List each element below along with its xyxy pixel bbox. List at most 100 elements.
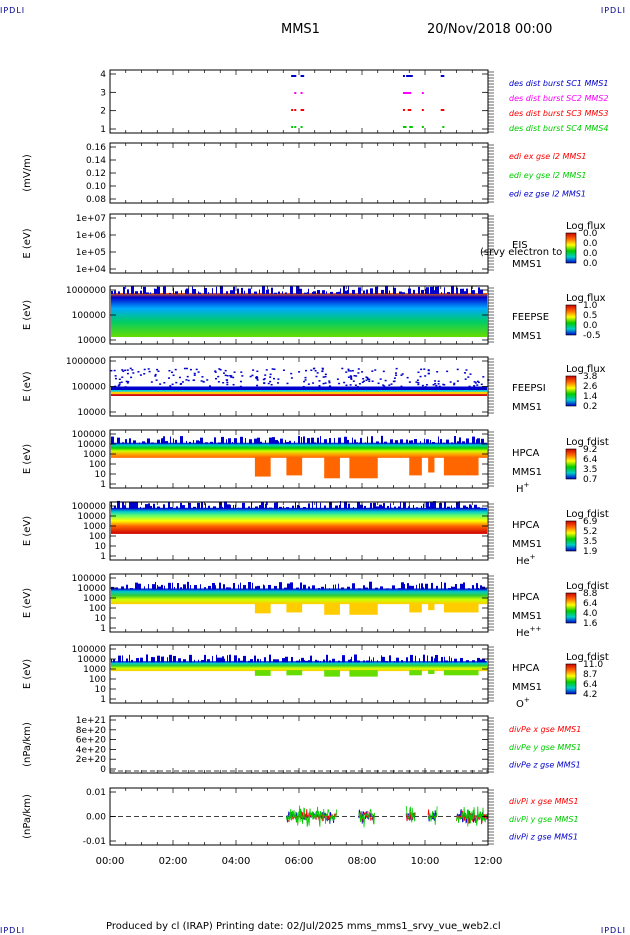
feepsi-point [382,370,385,373]
feepsi-point [222,372,225,374]
hpca-he1-spike [266,501,267,509]
hpca-o-spike [131,659,133,663]
hpca-h-spike [280,438,283,444]
hpca-he1-ytick-label: 100 [89,532,106,542]
feepsi-point [122,370,125,373]
feepsi-point [125,380,128,383]
hpca-he1-spike [283,506,284,509]
feepsi-point [178,376,181,379]
hpca-o-colorbar-tick: 4.2 [583,690,597,700]
burst-marker [300,75,303,77]
eis-ytick-label: 1e+04 [76,265,107,275]
feepse-spike [421,289,424,294]
hpca-o-spike [329,660,331,663]
feepsi-point [269,376,272,378]
feepse-spike [278,291,280,294]
feepsi-point [476,384,479,386]
feepsi-point [474,382,477,384]
hpca-he2-spike [460,583,463,590]
feepsi-point [401,373,404,375]
hpca-he1-spike [248,506,250,509]
hpca-he1-spike [408,506,409,509]
hpca-he2-spike [144,586,145,590]
feepsi-point [406,376,409,379]
hpca-o-spike [332,658,335,663]
hpca-h-spike [360,437,362,444]
feepsi-point [239,385,242,388]
hpca-o-spike [257,658,259,663]
hpca-he2-spike [243,585,246,590]
hpca-he2-spike [333,584,334,590]
burst-marker [291,126,294,128]
feepsi-point [351,369,354,372]
feepse-colorbar-title: Log flux [566,293,606,304]
feepsi-point [427,372,430,375]
hpca-he2-spike [204,587,206,590]
feepsi-point [395,374,398,376]
hpca-h-spike [193,440,194,444]
hpca-he2-spike [358,588,361,590]
hpca-h-spike [272,437,275,444]
hpca-h-energetic-interval [286,456,303,476]
feepsi-point [217,375,220,378]
hpca-he1-spike [329,501,332,509]
hpca-he2-spectrogram [111,588,487,605]
hpca-o-spike [445,660,448,663]
hpca-he1-spike [213,506,216,509]
hpca-o-ytick-label: 10 [95,685,107,695]
eis-ytick-label: 1e+07 [76,214,106,224]
feepsi-colorbar-tick: 3.8 [583,372,598,382]
feepse-spike [181,290,182,294]
hpca-h-spike [221,436,224,444]
feepse-spike [366,289,368,294]
hpca-he1-spike [474,504,477,509]
hpca-he1-spike [370,502,372,509]
hpca-he1-spike [444,502,446,509]
feepsi-point [434,382,437,385]
feepse-spike [389,290,390,294]
feepsi-point [464,372,467,374]
feepsi-point [270,383,273,386]
hpca-o-spike [122,655,123,663]
hpca-o-spike [472,660,475,663]
hpca-h-energetic-interval [324,456,340,479]
feepsi-point [400,385,403,388]
hpca-he2-spike [177,583,179,590]
feepse-spike [226,291,228,294]
hpca-he1-ytick-label: 1 [100,552,106,562]
feepsi-point [365,376,368,378]
hpca-he2-colorbar-title: Log fdist [566,581,609,592]
burst-marker [410,75,413,77]
hpca-h-spike [200,437,203,444]
hpca-he1-spike [143,507,145,509]
hpca-he1-ytick-label: 100000 [72,502,107,512]
hpca-he1-spike [261,502,264,509]
feepsi-point [353,374,356,377]
hpca-he2-spike [287,583,290,590]
feepse-spike [464,291,466,294]
hpca-o-spike [146,654,148,663]
hpca-h-spike [390,439,392,444]
hpca-he2-spike [436,585,438,590]
hpca-he1-spike [451,505,452,509]
feepsi-point [371,370,374,372]
feepse-spike [140,290,142,294]
hpca-h-energetic-interval [428,456,435,473]
hpca-o-spike [299,659,300,663]
hpca-he2-spike [116,587,118,590]
feepsi-point [224,369,227,372]
feepse-spike [456,287,458,294]
hpca-he1-spike [227,504,230,509]
hpca-he2-spike [423,587,424,590]
burst-marker [442,126,445,128]
hpca-h-spike [254,438,257,444]
feepsi-point [181,381,184,383]
hpca-he2-spike [135,582,138,590]
feepsi-point [357,368,360,370]
hpca-he1-spike [433,501,436,509]
feepse-spike [118,291,120,294]
feepsi-point [469,373,472,375]
hpca-h-spike [303,436,305,444]
hpca-h-spike [125,439,127,444]
hpca-o-spike [173,655,176,663]
